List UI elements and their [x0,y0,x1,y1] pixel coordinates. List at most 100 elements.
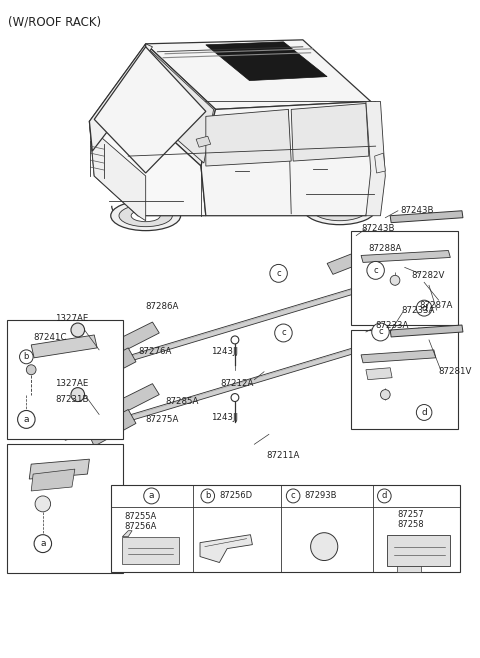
Ellipse shape [303,193,376,224]
Bar [7,320,123,440]
Polygon shape [145,40,371,109]
Text: 87285A: 87285A [165,397,198,406]
Polygon shape [87,348,136,384]
Circle shape [311,533,338,561]
Text: 87256A: 87256A [124,522,156,531]
Polygon shape [89,44,153,126]
Polygon shape [366,368,392,380]
Bar [351,330,458,430]
Text: 1243JJ: 1243JJ [211,347,238,357]
Polygon shape [128,44,216,166]
Text: 1327AE: 1327AE [56,379,89,388]
Circle shape [275,324,292,342]
Bar [387,535,450,567]
Text: 87233A: 87233A [402,305,435,315]
Polygon shape [361,251,450,263]
Polygon shape [89,99,206,216]
Polygon shape [84,322,159,368]
Polygon shape [369,101,381,159]
Text: 87243B: 87243B [400,206,433,215]
Circle shape [372,323,389,341]
Circle shape [287,489,300,503]
Text: 87243B: 87243B [361,224,395,233]
Text: 87275A: 87275A [145,415,179,424]
Ellipse shape [119,205,172,226]
Text: 87257: 87257 [397,511,423,519]
Bar [122,537,179,565]
Polygon shape [200,535,252,563]
Text: 87281V: 87281V [439,367,472,376]
Polygon shape [395,270,431,284]
Text: 87233A: 87233A [376,320,409,330]
Ellipse shape [131,210,160,222]
Text: 1327AE: 1327AE [56,314,89,322]
Text: 87241C: 87241C [33,334,67,342]
Circle shape [378,489,391,503]
Circle shape [18,411,35,428]
Text: 87287A: 87287A [420,301,453,310]
Text: c: c [378,328,383,336]
Text: a: a [24,415,29,424]
Polygon shape [65,268,420,381]
Polygon shape [94,47,206,173]
Text: b: b [24,352,29,361]
Text: c: c [276,269,281,278]
Circle shape [231,393,239,401]
Text: 87211A: 87211A [266,451,300,460]
Polygon shape [395,330,436,346]
Text: 87288A: 87288A [369,244,402,253]
Ellipse shape [111,201,180,230]
Text: c: c [281,328,286,338]
Polygon shape [31,469,75,491]
Ellipse shape [105,159,129,173]
Polygon shape [122,531,132,537]
Polygon shape [31,335,97,358]
Circle shape [34,535,51,553]
Polygon shape [390,325,463,337]
Text: c: c [373,266,378,275]
Polygon shape [397,567,421,572]
Circle shape [20,350,33,364]
Polygon shape [291,103,369,161]
Ellipse shape [325,203,354,215]
Circle shape [367,261,384,279]
Text: d: d [421,303,427,313]
Text: 1243JJ: 1243JJ [211,413,238,422]
Polygon shape [89,121,145,220]
Polygon shape [196,136,211,147]
Polygon shape [87,409,136,446]
Polygon shape [201,101,381,216]
Polygon shape [89,44,145,151]
Polygon shape [84,384,159,430]
Bar [7,444,123,573]
Text: 87231B: 87231B [56,395,89,404]
Text: d: d [421,408,427,417]
Text: 87212A: 87212A [220,379,254,388]
Polygon shape [390,211,463,222]
Text: 87276A: 87276A [138,347,171,357]
Circle shape [390,275,400,286]
Circle shape [71,388,84,401]
Circle shape [270,265,288,282]
Text: a: a [149,492,154,501]
Text: 87258: 87258 [397,520,423,529]
Text: 87282V: 87282V [411,271,445,280]
Bar [351,230,458,325]
Polygon shape [366,101,385,216]
Text: 87255A: 87255A [124,513,156,521]
Circle shape [231,336,239,344]
Polygon shape [206,109,291,166]
Circle shape [26,365,36,374]
Text: 87286A: 87286A [145,301,179,311]
Polygon shape [327,243,386,274]
Circle shape [71,323,84,337]
Polygon shape [361,350,436,363]
Text: (W/ROOF RACK): (W/ROOF RACK) [8,16,101,29]
Polygon shape [136,50,214,163]
Ellipse shape [313,538,335,547]
Circle shape [416,405,432,420]
Text: c: c [291,492,296,501]
Polygon shape [375,153,385,173]
Polygon shape [65,328,420,440]
Circle shape [144,488,159,504]
